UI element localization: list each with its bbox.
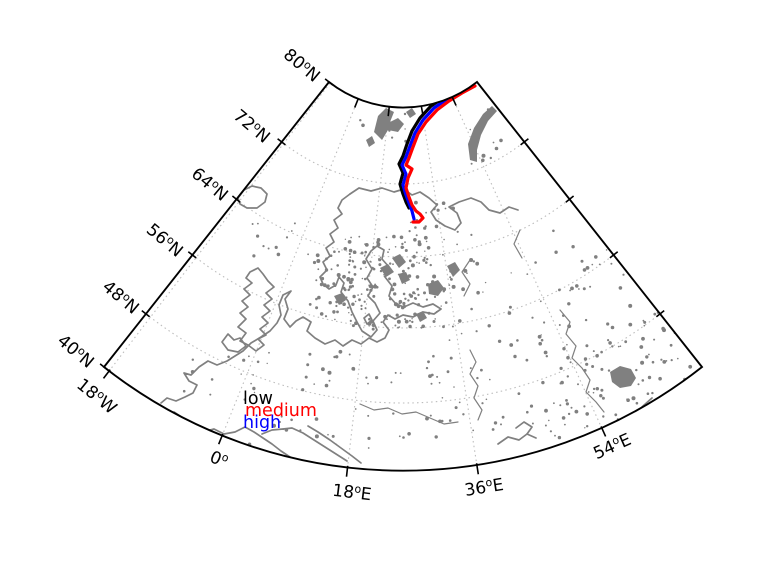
tick-0-top bbox=[353, 99, 359, 108]
rivers bbox=[359, 229, 605, 425]
coast-blacksea bbox=[497, 433, 537, 445]
river-volga bbox=[559, 309, 605, 413]
meridian-0 bbox=[221, 99, 359, 437]
lat-label-80n: 80oN bbox=[279, 44, 324, 87]
tick-18e-bottom bbox=[345, 465, 349, 477]
legend: low medium high bbox=[243, 389, 317, 433]
legend-low: low bbox=[243, 389, 273, 409]
coast-caspian bbox=[627, 397, 653, 427]
coast-adriatic-east bbox=[307, 425, 362, 464]
parallel-64n bbox=[235, 198, 571, 258]
tick-56n bbox=[187, 251, 197, 259]
tick-18w-bottom bbox=[102, 369, 111, 379]
coast-britain bbox=[237, 267, 275, 352]
meridian-18e bbox=[346, 107, 390, 468]
tick-36e-bottom bbox=[475, 463, 480, 475]
lon-label-18w: 18oW bbox=[73, 374, 121, 419]
lake-peipus bbox=[416, 311, 427, 322]
tick-72n-right bbox=[520, 138, 529, 146]
coast-po-adriatic-west bbox=[261, 427, 348, 462]
axis-ticks bbox=[99, 78, 665, 477]
tick-0-bottom bbox=[217, 433, 224, 445]
svalbard-east bbox=[406, 108, 416, 118]
legend-medium: medium bbox=[245, 401, 317, 421]
novaya-zemlya bbox=[468, 106, 497, 162]
lat-label-40n: 40oN bbox=[53, 330, 98, 373]
coast-iceland bbox=[237, 185, 268, 209]
tick-54e-bottom bbox=[600, 426, 607, 437]
lon-label-54e: 54oE bbox=[590, 429, 634, 464]
parallel-48n bbox=[145, 313, 661, 404]
lon-labels: 18oW 0o 18oE 36oE 54oE bbox=[73, 374, 635, 506]
lat-label-64n: 64oN bbox=[187, 163, 232, 206]
river-dnieper bbox=[469, 349, 483, 421]
lon-label-18e: 18oE bbox=[331, 480, 372, 506]
trajectory-high bbox=[400, 83, 475, 221]
tick-64n-right bbox=[565, 195, 575, 203]
tick-40n bbox=[99, 363, 109, 371]
tick-48n bbox=[141, 309, 151, 318]
map-frame bbox=[102, 80, 704, 472]
river-dvina bbox=[461, 259, 471, 297]
lat-label-56n: 56oN bbox=[142, 219, 187, 262]
finnish-lakes-1 bbox=[392, 254, 406, 268]
tick-80n bbox=[324, 78, 334, 86]
coast-ireland bbox=[221, 333, 247, 353]
finnish-lakes-3 bbox=[398, 272, 410, 284]
coast-azov bbox=[515, 421, 533, 435]
legend-high: high bbox=[243, 413, 281, 433]
lat-label-72n: 72oN bbox=[229, 105, 274, 148]
tick-48n-right bbox=[655, 309, 665, 318]
lake-speckles bbox=[178, 100, 694, 454]
tick-56n-right bbox=[609, 251, 619, 259]
lake-onega bbox=[447, 262, 460, 277]
filled-land bbox=[178, 100, 694, 454]
coast-barents bbox=[349, 187, 519, 231]
caspian-island bbox=[610, 366, 636, 388]
tick-64n bbox=[231, 195, 241, 203]
finnish-lakes-2 bbox=[380, 264, 394, 277]
coast-scandinavia-baltic bbox=[160, 193, 442, 404]
meridian-18w bbox=[108, 82, 331, 372]
river-pechora bbox=[513, 229, 523, 259]
tick-54e-top bbox=[451, 97, 457, 106]
river-danube bbox=[359, 403, 459, 425]
tick-72n bbox=[277, 138, 286, 146]
trajectory-medium bbox=[404, 84, 477, 224]
parallel-56n bbox=[191, 254, 615, 329]
tick-18e-top bbox=[387, 107, 390, 117]
graticule bbox=[108, 82, 661, 468]
coastlines bbox=[160, 100, 694, 464]
tick-36e-top bbox=[420, 106, 424, 116]
lon-label-36e: 36oE bbox=[463, 474, 505, 501]
lon-label-0: 0o bbox=[207, 446, 231, 472]
lat-labels: 80oN 72oN 64oN 56oN 48oN 40oN bbox=[53, 44, 324, 373]
lat-label-48n: 48oN bbox=[98, 276, 143, 319]
lake-ladoga bbox=[428, 280, 444, 296]
parallel-72n bbox=[281, 141, 525, 185]
svalbard-south bbox=[366, 136, 375, 147]
